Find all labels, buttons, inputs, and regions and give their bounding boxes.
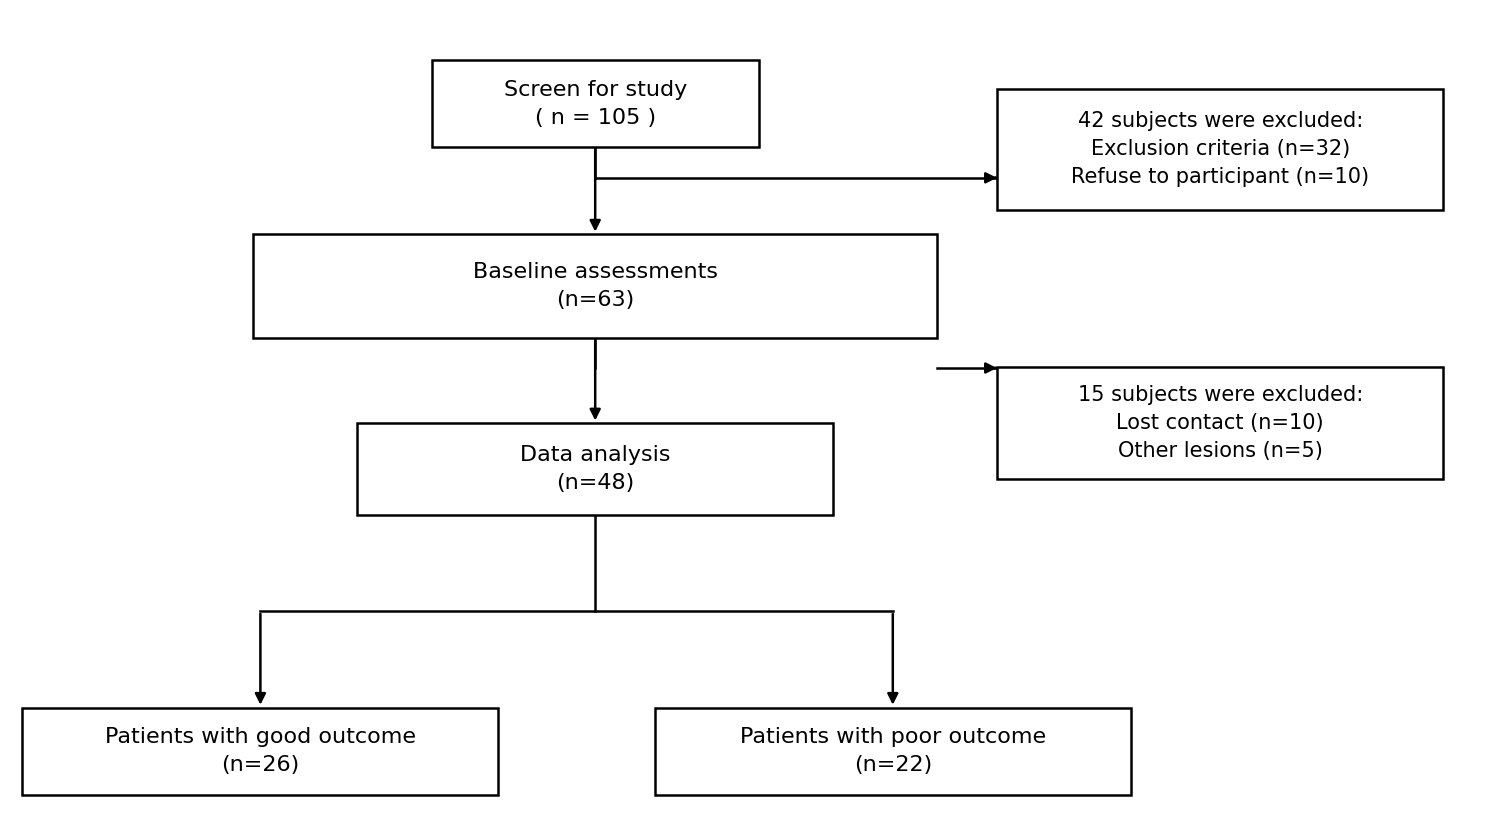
FancyBboxPatch shape bbox=[997, 367, 1443, 480]
FancyBboxPatch shape bbox=[253, 234, 937, 339]
FancyBboxPatch shape bbox=[655, 707, 1131, 795]
Text: 15 subjects were excluded:
Lost contact (n=10)
Other lesions (n=5): 15 subjects were excluded: Lost contact … bbox=[1077, 385, 1363, 461]
Text: Patients with good outcome
(n=26): Patients with good outcome (n=26) bbox=[104, 727, 417, 775]
FancyBboxPatch shape bbox=[357, 423, 833, 515]
Text: Baseline assessments
(n=63): Baseline assessments (n=63) bbox=[473, 262, 717, 310]
Text: Patients with poor outcome
(n=22): Patients with poor outcome (n=22) bbox=[740, 727, 1046, 775]
Text: Data analysis
(n=48): Data analysis (n=48) bbox=[519, 445, 671, 493]
FancyBboxPatch shape bbox=[997, 89, 1443, 209]
Text: Screen for study
( n = 105 ): Screen for study ( n = 105 ) bbox=[503, 80, 687, 128]
FancyBboxPatch shape bbox=[432, 61, 759, 148]
Text: 42 subjects were excluded:
Exclusion criteria (n=32)
Refuse to participant (n=10: 42 subjects were excluded: Exclusion cri… bbox=[1071, 111, 1369, 188]
FancyBboxPatch shape bbox=[22, 707, 498, 795]
